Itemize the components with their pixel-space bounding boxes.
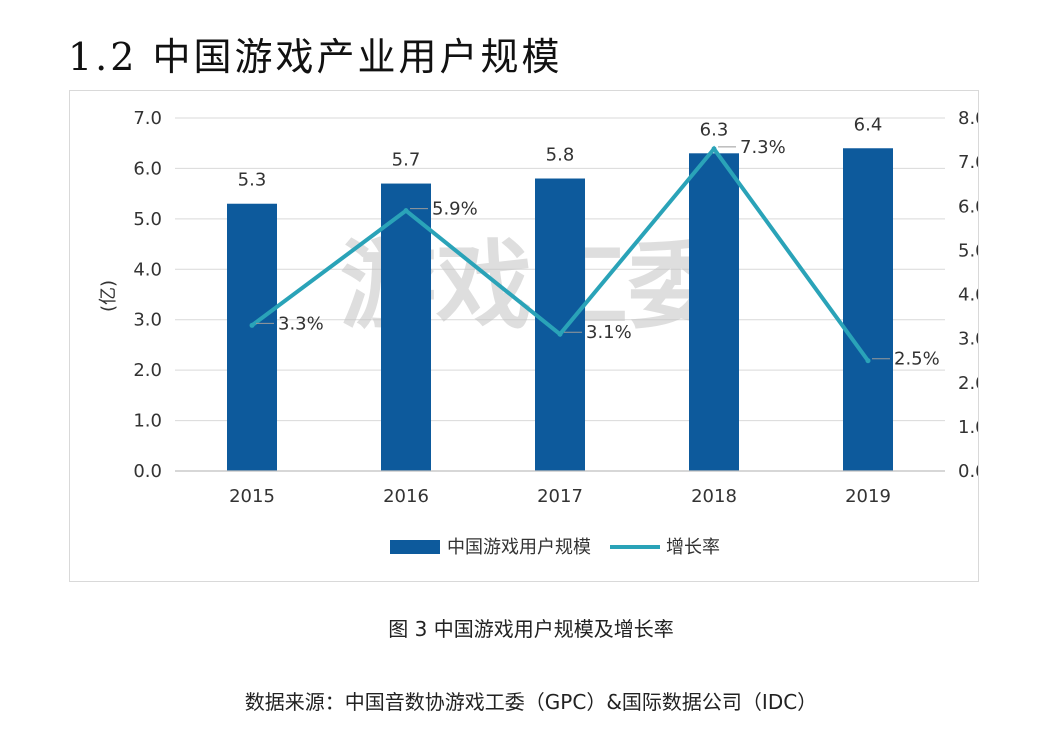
bar-2016 (381, 183, 431, 472)
x-tick-label: 2017 (537, 486, 583, 507)
bar-value-label: 6.4 (854, 114, 883, 135)
y2-tick-label: 0.0% (958, 461, 978, 482)
y-tick-label: 2.0 (133, 360, 162, 381)
y-tick-label: 1.0 (133, 411, 162, 432)
legend-label-line: 增长率 (666, 537, 720, 558)
growth-rate-point-2016 (403, 208, 409, 214)
y-tick-label: 6.0 (133, 158, 162, 179)
y2-tick-label: 1.0% (958, 417, 978, 438)
y2-tick-label: 4.0% (958, 285, 978, 306)
bar-value-label: 5.8 (546, 145, 575, 166)
y2-tick-label: 3.0% (958, 329, 978, 350)
growth-value-label: 3.1% (586, 322, 632, 343)
x-tick-label: 2016 (383, 486, 429, 507)
growth-rate-point-2017 (557, 331, 563, 337)
y-tick-label: 0.0 (133, 461, 162, 482)
y-tick-label: 4.0 (133, 259, 162, 280)
figure-caption: 图 3 中国游戏用户规模及增长率 (388, 617, 674, 641)
chart-frame: 游戏工委 5.3 5.7 5.8 6.3 6.4 3.3% 5.9% 3.1% 7.3% 2.5%… (69, 90, 1004, 582)
data-source-note: 数据来源：中国音数协游戏工委（GPC）&国际数据公司（IDC） (244, 690, 818, 714)
x-tick-label: 2019 (845, 486, 891, 507)
y2-tick-label: 7.0% (958, 152, 978, 173)
x-tick-label: 2015 (229, 486, 275, 507)
legend: 中国游戏用户规模 增长率 (390, 537, 720, 558)
y-axis-title: (亿) (98, 280, 119, 312)
bar-2019 (843, 148, 893, 471)
y2-tick-label: 5.0% (958, 240, 978, 261)
growth-rate-point-2015 (249, 322, 255, 328)
y2-tick-label: 2.0% (958, 373, 978, 394)
growth-value-label: 3.3% (278, 313, 324, 334)
section-heading: 1.2 中国游戏产业用户规模 (68, 35, 563, 79)
y-tick-label: 7.0 (133, 108, 162, 129)
growth-value-label: 5.9% (432, 199, 478, 220)
growth-value-label: 2.5% (894, 349, 940, 370)
y-tick-label: 3.0 (133, 310, 162, 331)
growth-rate-point-2018 (711, 146, 717, 152)
growth-rate-point-2019 (865, 358, 871, 364)
chart: 游戏工委 5.35.7 5.86.3 6.43.3%5.9%3.1%7.3%2.5%… (98, 108, 1004, 558)
bar-2017 (535, 178, 585, 471)
bar-value-label: 6.3 (700, 119, 729, 140)
growth-value-label: 7.3% (740, 137, 786, 158)
bar-2015 (227, 203, 277, 471)
legend-label-bar: 中国游戏用户规模 (447, 537, 591, 558)
bar-value-label: 5.3 (238, 170, 267, 191)
y2-tick-label: 6.0% (958, 196, 978, 217)
y-tick-label: 5.0 (133, 209, 162, 230)
bar-value-label: 5.7 (392, 150, 421, 171)
x-tick-label: 2018 (691, 486, 737, 507)
y2-tick-label: 8.0% (958, 108, 978, 129)
bar-2018 (689, 153, 739, 472)
legend-swatch-bar (390, 540, 440, 554)
